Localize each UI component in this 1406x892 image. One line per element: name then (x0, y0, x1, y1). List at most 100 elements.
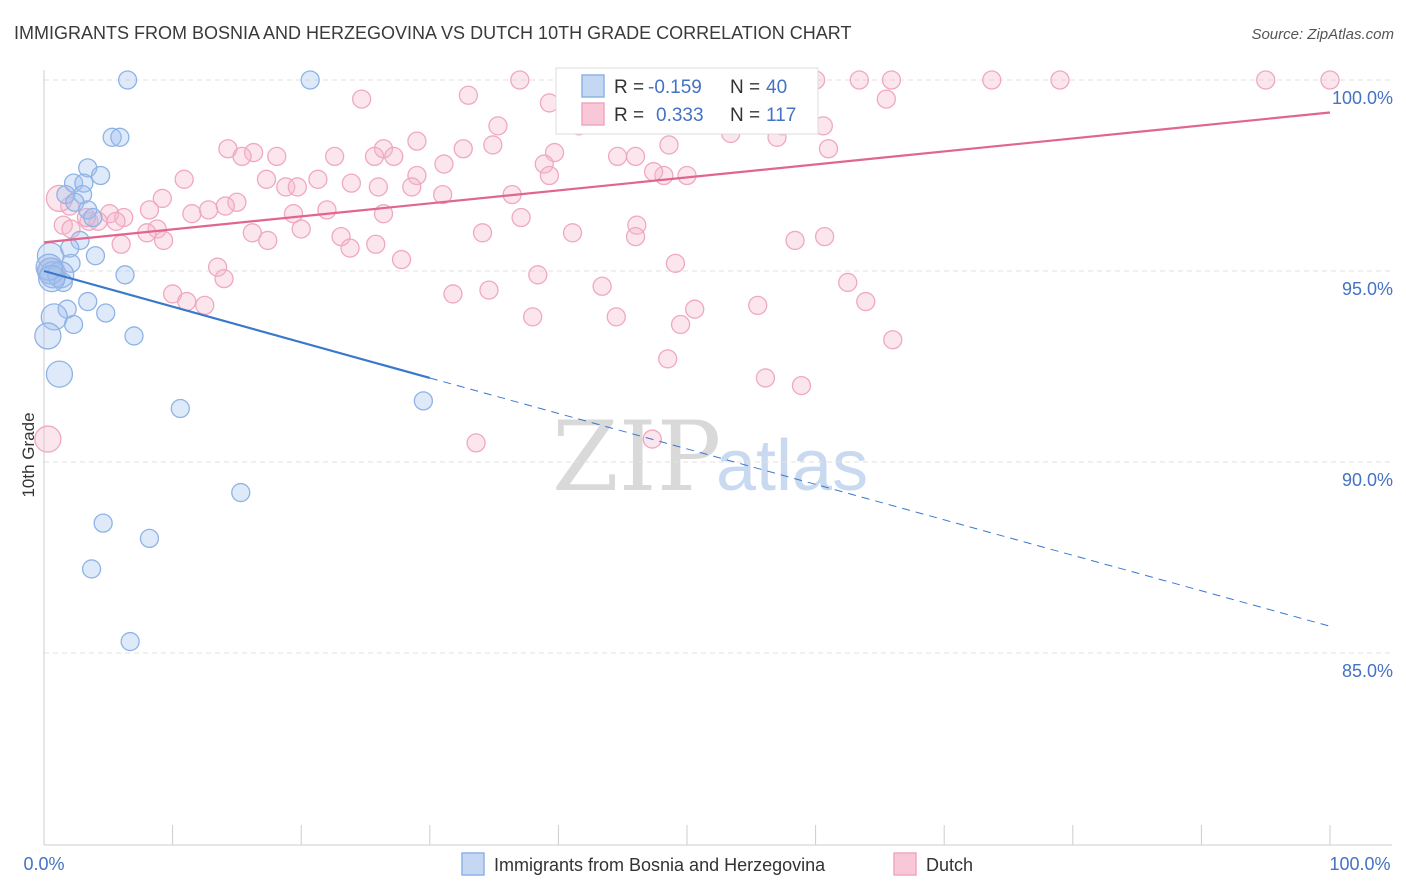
point-dutch (665, 253, 686, 274)
stats-n-label-dutch: N = (730, 105, 760, 126)
point-dutch (106, 211, 126, 231)
trendline-bosnia (43, 269, 431, 380)
point-dutch (182, 204, 202, 224)
stats-r-label-dutch: R = (614, 105, 644, 126)
point-dutch (856, 291, 876, 312)
y-tick-label: 85.0% (1342, 661, 1393, 681)
point-dutch (592, 276, 612, 296)
point-dutch (267, 146, 287, 167)
point-dutch (308, 169, 328, 189)
points-layer (34, 70, 1340, 652)
point-dutch (341, 173, 362, 193)
point-dutch (198, 200, 219, 220)
point-dutch (511, 207, 531, 228)
point-dutch (232, 146, 252, 167)
point-dutch (287, 177, 307, 197)
series-legend: Immigrants from Bosnia and Herzegovina D… (461, 852, 973, 876)
point-dutch (510, 70, 530, 90)
point-dutch (659, 135, 679, 155)
point-dutch (814, 226, 835, 247)
point-dutch (838, 272, 858, 293)
point-dutch (562, 223, 583, 243)
point-dutch (982, 70, 1002, 90)
watermark-atlas: atlas (716, 426, 868, 506)
point-bosnia (93, 513, 113, 533)
point-dutch (407, 165, 427, 186)
point-dutch (876, 89, 896, 109)
chart-source: Source: ZipAtlas.com (1251, 26, 1394, 43)
point-bosnia (139, 528, 160, 549)
point-dutch (607, 146, 628, 167)
point-bosnia (45, 360, 74, 388)
point-dutch (625, 226, 646, 247)
point-bosnia (117, 70, 138, 90)
point-dutch (243, 142, 264, 163)
point-bosnia (110, 127, 130, 147)
point-dutch (748, 295, 768, 316)
point-dutch (351, 89, 372, 109)
stats-r-value-dutch: 0.333 (656, 105, 704, 126)
point-dutch (883, 330, 903, 350)
point-dutch (111, 234, 131, 254)
point-dutch (324, 146, 345, 167)
point-dutch (539, 165, 560, 186)
point-dutch (214, 268, 234, 289)
point-bosnia (300, 70, 320, 90)
point-bosnia (170, 398, 190, 419)
stats-legend: R = -0.159 N = 40 R = 0.333 N = 117 (555, 67, 819, 135)
point-dutch (152, 188, 172, 209)
y-tick-labels: 100.0% 95.0% 90.0% 85.0% (1332, 88, 1393, 681)
point-dutch (1050, 70, 1070, 90)
point-dutch (472, 223, 493, 243)
stats-r-value-bosnia: -0.159 (648, 77, 702, 98)
point-dutch (242, 223, 262, 243)
point-bosnia (78, 291, 98, 312)
point-dutch (227, 192, 247, 212)
point-dutch (368, 177, 389, 197)
point-dutch (677, 165, 697, 186)
point-dutch (366, 234, 386, 254)
gridlines (44, 79, 1392, 654)
x-tick-label: 100.0% (1329, 854, 1390, 874)
point-bosnia (90, 165, 111, 186)
stats-n-value-dutch: 117 (766, 105, 796, 126)
legend-swatch-dutch (893, 852, 917, 876)
point-bosnia (115, 265, 135, 285)
point-dutch (433, 184, 453, 205)
point-bosnia (83, 207, 103, 228)
point-bosnia (72, 184, 93, 205)
point-dutch (443, 284, 463, 304)
point-dutch (291, 219, 311, 239)
point-bosnia (231, 482, 251, 503)
legend-label-dutch: Dutch (926, 855, 973, 875)
point-dutch (317, 200, 337, 220)
point-bosnia (63, 314, 84, 335)
point-dutch (528, 265, 548, 285)
point-dutch (391, 249, 412, 270)
point-dutch (643, 162, 664, 182)
legend-swatch-bosnia (461, 852, 485, 876)
point-dutch (488, 116, 508, 136)
point-dutch (258, 230, 278, 251)
point-dutch (534, 154, 554, 174)
watermark-zip: ZIP (552, 401, 721, 513)
y-axis-label: 10th Grade (19, 412, 38, 497)
point-dutch (174, 169, 194, 189)
point-dutch (458, 85, 479, 105)
trendline-bosnia-extension (429, 377, 1331, 627)
legend-label-bosnia: Immigrants from Bosnia and Herzegovina (494, 855, 826, 875)
point-bosnia (34, 322, 62, 350)
point-bosnia (38, 264, 66, 293)
chart-title: IMMIGRANTS FROM BOSNIA AND HERZEGOVINA V… (14, 23, 851, 43)
point-dutch (340, 238, 360, 258)
point-dutch (256, 169, 277, 189)
point-dutch (523, 307, 543, 327)
point-dutch (479, 280, 499, 300)
point-bosnia (413, 391, 434, 411)
point-dutch (1256, 70, 1276, 90)
point-dutch (685, 299, 705, 319)
y-tick-label: 95.0% (1342, 279, 1393, 299)
point-dutch (466, 433, 486, 453)
point-dutch (849, 70, 869, 90)
point-dutch (670, 314, 691, 335)
